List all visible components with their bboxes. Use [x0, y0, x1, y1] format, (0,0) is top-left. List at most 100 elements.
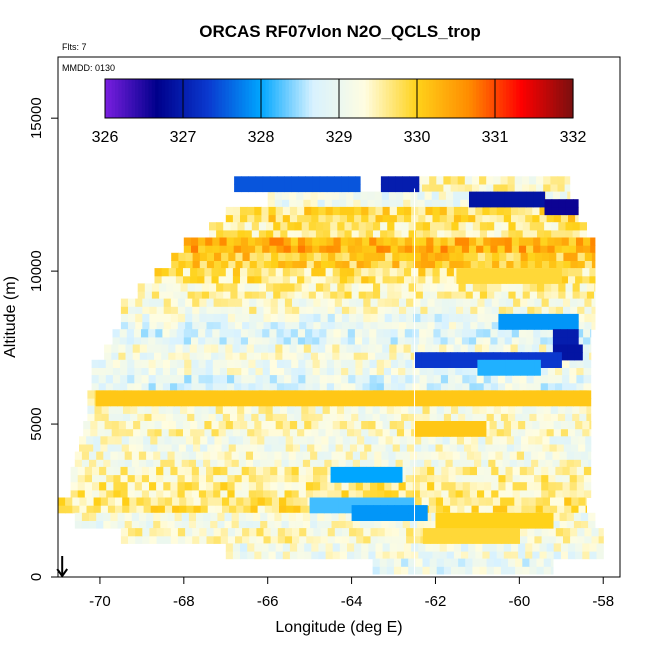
heatmap-cell: [422, 405, 431, 414]
heatmap-cell: [553, 428, 562, 437]
heatmap-cell: [261, 543, 270, 552]
heatmap-cell: [581, 352, 590, 361]
heatmap-cell: [579, 291, 588, 300]
colorbar-swatch: [148, 79, 153, 118]
heatmap-cell: [408, 512, 417, 521]
heatmap-cell: [479, 283, 488, 292]
colorbar-swatch: [409, 79, 414, 118]
heatmap-cell: [173, 283, 181, 292]
heatmap-cell: [228, 260, 236, 269]
heatmap-cell: [241, 359, 249, 368]
heatmap-cell: [255, 329, 263, 338]
heatmap-cell: [383, 367, 392, 376]
heatmap-cell: [369, 359, 378, 368]
heatmap-cell: [342, 443, 351, 453]
heatmap-cell: [219, 329, 228, 338]
heatmap-cell: [352, 474, 360, 483]
heatmap-cell: [388, 459, 397, 468]
heatmap-cell: [145, 398, 154, 407]
heatmap-cell: [497, 245, 506, 254]
heatmap-cell: [77, 482, 86, 491]
heatmap-cell: [542, 275, 550, 284]
heatmap-cell: [453, 344, 462, 353]
heatmap-cell: [227, 359, 235, 368]
heatmap-cell: [86, 497, 95, 506]
heatmap-cell: [284, 183, 292, 193]
heatmap-cell: [511, 191, 520, 200]
heatmap-cell: [472, 229, 481, 238]
heatmap-cell: [436, 176, 444, 185]
heatmap-cell: [164, 505, 173, 514]
heatmap-cell: [198, 482, 207, 491]
heatmap-cell: [170, 321, 179, 330]
heatmap-cell: [440, 336, 449, 346]
heatmap-cell: [380, 390, 389, 399]
heatmap-cell: [558, 206, 567, 216]
heatmap-cell: [269, 367, 278, 376]
heatmap-cell: [84, 482, 93, 491]
heatmap-cell: [206, 474, 214, 483]
heatmap-cell: [232, 428, 241, 437]
heatmap-cell: [77, 474, 86, 483]
heatmap-cell: [582, 268, 590, 277]
heatmap-cell: [267, 512, 275, 521]
heatmap-cell: [506, 275, 514, 284]
heatmap-cell: [310, 344, 319, 353]
heatmap-cell: [434, 321, 443, 330]
heatmap-cell: [235, 528, 243, 537]
heatmap-cell: [327, 313, 336, 323]
heatmap-cell: [528, 497, 537, 506]
heatmap-cell: [548, 321, 556, 330]
heatmap-cell: [518, 237, 527, 246]
heatmap-cell: [531, 451, 539, 460]
heatmap-cell: [370, 252, 379, 261]
heatmap-cell: [345, 505, 353, 514]
heatmap-cell: [415, 283, 424, 292]
heatmap-cell: [586, 291, 595, 300]
heatmap-cell: [401, 413, 409, 422]
heatmap-cell: [298, 183, 306, 193]
colorbar-swatch: [225, 79, 230, 118]
heatmap-cell: [243, 443, 251, 453]
heatmap-cell: [295, 451, 304, 460]
heatmap-cell: [497, 199, 506, 208]
heatmap-cell: [464, 512, 472, 521]
heatmap-cell: [273, 222, 281, 231]
heatmap-cell: [258, 222, 267, 231]
heatmap-cell: [462, 474, 471, 483]
heatmap-cell: [262, 359, 271, 368]
heatmap-cell: [162, 336, 171, 346]
heatmap-cell: [558, 199, 567, 208]
heatmap-cell: [218, 268, 227, 277]
heatmap-cell: [113, 482, 122, 491]
heatmap-cell: [208, 405, 217, 414]
heatmap-cell: [275, 428, 284, 437]
heatmap-cell: [329, 413, 338, 422]
heatmap-cell: [412, 382, 421, 391]
heatmap-cell: [284, 375, 292, 384]
heatmap-cell: [374, 520, 382, 529]
heatmap-cell: [98, 382, 107, 391]
heatmap-cell: [291, 382, 299, 391]
heatmap-cell: [206, 528, 215, 537]
heatmap-cell: [185, 252, 194, 261]
heatmap-cell: [317, 459, 325, 468]
heatmap-cell: [422, 535, 431, 544]
heatmap-cell: [254, 214, 262, 223]
heatmap-cell: [262, 382, 271, 391]
heatmap-cell: [472, 183, 480, 193]
heatmap-cell: [166, 283, 174, 292]
heatmap-cell: [496, 214, 505, 223]
heatmap-cell: [572, 413, 580, 422]
heatmap-cell: [496, 344, 504, 353]
heatmap-cell: [177, 375, 185, 384]
heatmap-cell: [494, 291, 502, 300]
heatmap-cell: [339, 344, 348, 353]
heatmap-cell: [457, 352, 465, 361]
heatmap-cell: [213, 466, 221, 476]
heatmap-cell: [263, 528, 272, 537]
heatmap-cell: [163, 535, 172, 544]
heatmap-cell: [227, 367, 235, 376]
heatmap-cell: [429, 566, 438, 575]
heatmap-cell: [582, 543, 590, 552]
